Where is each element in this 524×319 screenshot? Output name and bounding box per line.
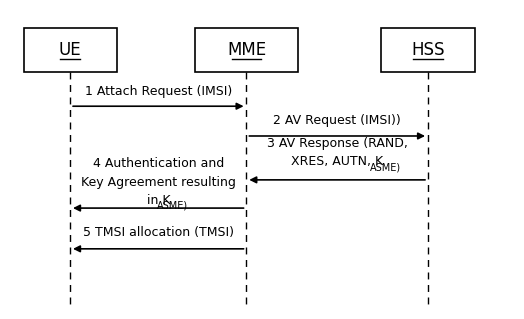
Text: ASME): ASME) [369,162,401,172]
Text: 5 TMSI allocation (TMSI): 5 TMSI allocation (TMSI) [83,226,234,240]
Text: UE: UE [59,41,82,59]
FancyBboxPatch shape [24,28,117,72]
Text: in K: in K [147,194,170,207]
FancyBboxPatch shape [381,28,475,72]
Text: 2 AV Request (IMSI)): 2 AV Request (IMSI)) [274,114,401,127]
Text: MME: MME [227,41,266,59]
FancyBboxPatch shape [194,28,298,72]
Text: 3 AV Response (RAND,: 3 AV Response (RAND, [267,137,408,150]
Text: Key Agreement resulting: Key Agreement resulting [81,176,236,189]
Text: HSS: HSS [411,41,445,59]
Text: 1 Attach Request (IMSI): 1 Attach Request (IMSI) [85,85,232,98]
Text: ASME): ASME) [157,201,189,211]
Text: XRES, AUTN, K: XRES, AUTN, K [291,155,383,168]
Text: 4 Authentication and: 4 Authentication and [93,158,224,170]
